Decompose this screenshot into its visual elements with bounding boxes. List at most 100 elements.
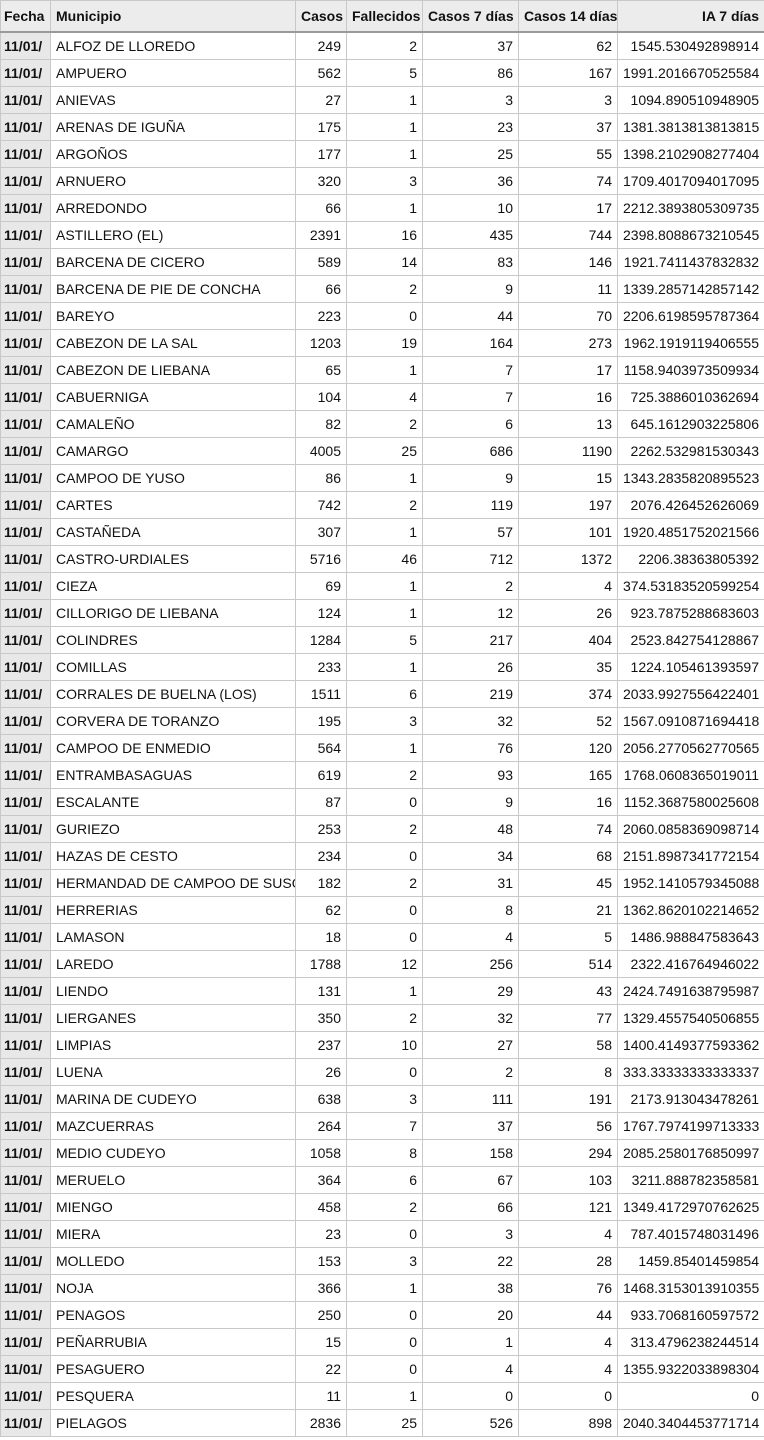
number-cell: 36 [422, 167, 519, 195]
number-cell: 93 [422, 761, 519, 789]
municipality-cell: CABEZON DE LA SAL [50, 329, 296, 357]
number-cell: 1158.9403973509934 [617, 356, 764, 384]
number-cell: 3 [346, 167, 423, 195]
number-cell: 1190 [518, 437, 618, 465]
date-cell: 11/01/ [0, 734, 51, 762]
number-cell: 2 [346, 869, 423, 897]
date-cell: 11/01/ [0, 1274, 51, 1302]
number-cell: 1343.2835820895523 [617, 464, 764, 492]
number-cell: 2056.2770562770565 [617, 734, 764, 762]
number-cell: 307 [295, 518, 347, 546]
number-cell: 1058 [295, 1139, 347, 1167]
date-cell: 11/01/ [0, 1355, 51, 1383]
municipality-cell: ARENAS DE IGUÑA [50, 113, 296, 141]
number-cell: 7 [346, 1112, 423, 1140]
number-cell: 0 [422, 1382, 519, 1410]
number-cell: 120 [518, 734, 618, 762]
header-row: Fecha Municipio Casos Fallecidos Casos 7 día… [0, 0, 764, 33]
municipality-cell: PIELAGOS [50, 1409, 296, 1437]
number-cell: 233 [295, 653, 347, 681]
municipality-cell: ASTILLERO (EL) [50, 221, 296, 249]
number-cell: 1094.890510948905 [617, 86, 764, 114]
number-cell: 1 [346, 1382, 423, 1410]
number-cell: 25 [422, 140, 519, 168]
table-row: 11/01/PENAGOS 250 0 20 44 933.7068160597572 [0, 1301, 764, 1329]
date-cell: 11/01/ [0, 410, 51, 438]
number-cell: 57 [422, 518, 519, 546]
number-cell: 111 [422, 1085, 519, 1113]
number-cell: 562 [295, 59, 347, 87]
date-cell: 11/01/ [0, 950, 51, 978]
municipality-cell: LIMPIAS [50, 1031, 296, 1059]
date-cell: 11/01/ [0, 977, 51, 1005]
municipality-cell: PENAGOS [50, 1301, 296, 1329]
date-cell: 11/01/ [0, 167, 51, 195]
table-row: 11/01/ASTILLERO (EL) 2391 16 435 744 2398.808… [0, 221, 764, 249]
date-cell: 11/01/ [0, 572, 51, 600]
number-cell: 2033.9927556422401 [617, 680, 764, 708]
number-cell: 1 [346, 464, 423, 492]
table-row: 11/01/BARCENA DE CICERO 589 14 83 146 1921.74… [0, 248, 764, 276]
number-cell: 124 [295, 599, 347, 627]
number-cell: 3 [346, 707, 423, 735]
date-cell: 11/01/ [0, 31, 51, 60]
number-cell: 0 [346, 1328, 423, 1356]
number-cell: 101 [518, 518, 618, 546]
municipality-cell: MERUELO [50, 1166, 296, 1194]
number-cell: 158 [422, 1139, 519, 1167]
number-cell: 2424.7491638795987 [617, 977, 764, 1005]
number-cell: 23 [295, 1220, 347, 1248]
number-cell: 320 [295, 167, 347, 195]
date-cell: 11/01/ [0, 518, 51, 546]
number-cell: 1 [346, 356, 423, 384]
number-cell: 7 [422, 383, 519, 411]
number-cell: 1709.4017094017095 [617, 167, 764, 195]
date-cell: 11/01/ [0, 329, 51, 357]
municipality-cell: CAMARGO [50, 437, 296, 465]
municipality-cell: MOLLEDO [50, 1247, 296, 1275]
number-cell: 0 [346, 1301, 423, 1329]
municipality-cell: COLINDRES [50, 626, 296, 654]
number-cell: 65 [295, 356, 347, 384]
number-cell: 725.3886010362694 [617, 383, 764, 411]
table-row: 11/01/LIENDO 131 1 29 43 2424.7491638795987 [0, 977, 764, 1005]
number-cell: 6 [346, 680, 423, 708]
number-cell: 38 [422, 1274, 519, 1302]
municipality-cell: MAZCUERRAS [50, 1112, 296, 1140]
date-cell: 11/01/ [0, 842, 51, 870]
table-row: 11/01/PEÑARRUBIA 15 0 1 4 313.4796238244514 [0, 1328, 764, 1356]
date-cell: 11/01/ [0, 491, 51, 519]
number-cell: 712 [422, 545, 519, 573]
table-row: 11/01/MIERA 23 0 3 4 787.4015748031496 [0, 1220, 764, 1248]
municipality-cell: ESCALANTE [50, 788, 296, 816]
municipality-cell: AMPUERO [50, 59, 296, 87]
municipality-cell: CILLORIGO DE LIEBANA [50, 599, 296, 627]
number-cell: 526 [422, 1409, 519, 1437]
number-cell: 26 [518, 599, 618, 627]
table-row: 11/01/PESAGUERO 22 0 4 4 1355.9322033898304 [0, 1355, 764, 1383]
number-cell: 2 [422, 572, 519, 600]
number-cell: 0 [518, 1382, 618, 1410]
number-cell: 253 [295, 815, 347, 843]
number-cell: 0 [346, 302, 423, 330]
number-cell: 1962.1919119406555 [617, 329, 764, 357]
municipality-cell: COMILLAS [50, 653, 296, 681]
number-cell: 104 [295, 383, 347, 411]
number-cell: 933.7068160597572 [617, 1301, 764, 1329]
number-cell: 86 [422, 59, 519, 87]
number-cell: 86 [295, 464, 347, 492]
number-cell: 3 [346, 1085, 423, 1113]
table-row: 11/01/LAMASON 18 0 4 5 1486.988847583643 [0, 923, 764, 951]
table-row: 11/01/HERRERIAS 62 0 8 21 1362.8620102214652 [0, 896, 764, 924]
number-cell: 1398.2102908277404 [617, 140, 764, 168]
number-cell: 2151.8987341772154 [617, 842, 764, 870]
number-cell: 28 [518, 1247, 618, 1275]
number-cell: 37 [422, 31, 519, 60]
municipality-cell: CORVERA DE TORANZO [50, 707, 296, 735]
date-cell: 11/01/ [0, 1382, 51, 1410]
number-cell: 43 [518, 977, 618, 1005]
municipality-cell: HERMANDAD DE CAMPOO DE SUSO [50, 869, 296, 897]
number-cell: 1486.988847583643 [617, 923, 764, 951]
number-cell: 742 [295, 491, 347, 519]
